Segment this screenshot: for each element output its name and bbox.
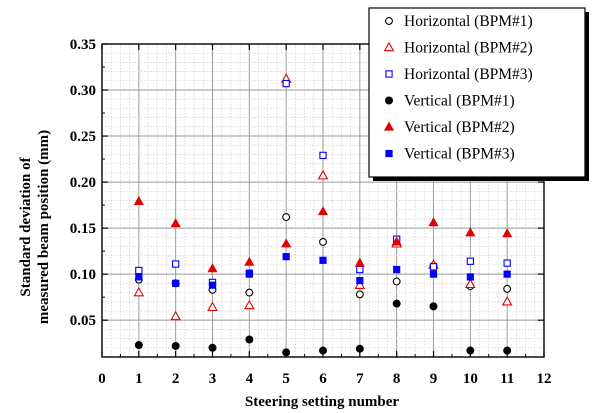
data-point (244, 256, 255, 266)
data-point (391, 236, 402, 246)
data-point (319, 256, 327, 264)
x-tick-label: 1 (135, 371, 143, 387)
data-point (208, 343, 217, 352)
data-point (317, 169, 329, 180)
data-point (170, 310, 182, 321)
data-point (172, 260, 180, 268)
data-point (354, 279, 366, 289)
data-point (356, 265, 364, 274)
legend-label: Vertical (BPM#2) (404, 119, 515, 136)
data-point (282, 79, 290, 88)
y-tick-labels: 0.05 0.10 0.15 0.20 0.25 0.30 0.35 (70, 37, 96, 329)
data-point (503, 270, 511, 278)
legend-marker (385, 70, 393, 78)
data-point (392, 277, 401, 286)
data-point (207, 301, 218, 312)
data-point (429, 270, 438, 278)
x-tick-label: 3 (209, 371, 217, 387)
data-point (135, 273, 143, 281)
x-tick-label: 4 (246, 371, 254, 387)
data-point (133, 286, 145, 297)
data-point (354, 257, 365, 267)
data-point (133, 196, 144, 206)
legend-marker (383, 41, 395, 52)
x-tick-label: 10 (463, 371, 478, 387)
series-6 (135, 253, 511, 289)
legend-label: Horizontal (BPM#1) (404, 13, 533, 30)
legend-marker (385, 149, 393, 158)
data-point (135, 266, 143, 275)
data-point (503, 259, 511, 267)
data-point (429, 263, 438, 271)
legend-label: Vertical (BPM#3) (404, 146, 515, 163)
data-point (356, 276, 364, 285)
data-point (282, 213, 291, 222)
data-point (243, 299, 255, 310)
data-point (245, 335, 254, 344)
data-point (466, 273, 474, 281)
x-tick-labels: 0 1 2 3 4 5 6 7 8 9 10 11 12 (98, 371, 551, 387)
y-tick-label: 0.10 (70, 267, 96, 283)
data-point (245, 288, 254, 297)
legend-label: Horizontal (BPM#2) (404, 40, 533, 57)
legend-label: Vertical (BPM#1) (404, 93, 515, 110)
x-tick-label: 8 (393, 371, 401, 387)
data-point (501, 296, 513, 306)
data-point (502, 228, 513, 238)
y-tick-label: 0.05 (70, 313, 96, 329)
y-tick-label: 0.20 (70, 175, 96, 191)
data-point (503, 284, 512, 293)
x-tick-label: 0 (98, 371, 106, 387)
data-point (429, 302, 438, 311)
data-point (245, 270, 253, 278)
y-tick-label: 0.30 (70, 83, 96, 99)
data-point (465, 227, 476, 237)
x-tick-label: 7 (356, 371, 364, 387)
x-axis-title: Steering setting number (245, 394, 399, 410)
data-point (319, 151, 327, 160)
y-tick-label: 0.15 (70, 221, 96, 237)
data-point (393, 265, 401, 274)
data-point (317, 206, 329, 216)
legend: Horizontal (BPM#1) Horizontal (BPM#2) Hori… (368, 7, 589, 181)
data-point (208, 281, 217, 289)
data-point (355, 290, 364, 299)
data-point (207, 263, 218, 273)
y-axis-title-line2: measured beam position (mm) (36, 130, 52, 324)
data-point (466, 257, 474, 265)
data-point (281, 238, 292, 248)
data-point (319, 237, 327, 246)
y-tick-label: 0.25 (70, 129, 96, 145)
data-point (392, 299, 401, 308)
legend-marker (385, 17, 393, 25)
legend-marker (383, 121, 395, 131)
data-point (282, 253, 290, 261)
x-tick-label: 6 (319, 371, 327, 387)
x-tick-label: 2 (172, 371, 180, 387)
data-point (171, 341, 180, 350)
series-5 (133, 196, 513, 273)
data-point (172, 279, 180, 287)
legend-box (368, 7, 586, 178)
legend-marker (384, 96, 393, 105)
x-tick-label: 5 (282, 371, 290, 387)
legend-label: Horizontal (BPM#3) (404, 66, 533, 83)
data-point (134, 341, 143, 350)
x-tick-label: 12 (537, 371, 552, 387)
y-axis-title: Standard deviation of measured beam posi… (18, 130, 52, 324)
x-tick-label: 11 (500, 371, 514, 387)
y-tick-label: 0.35 (70, 37, 96, 53)
x-tick-label: 9 (430, 371, 438, 387)
data-point (170, 218, 181, 228)
data-point (464, 278, 476, 289)
data-point (428, 217, 439, 227)
y-axis-title-line1: Standard deviation of (18, 156, 34, 296)
